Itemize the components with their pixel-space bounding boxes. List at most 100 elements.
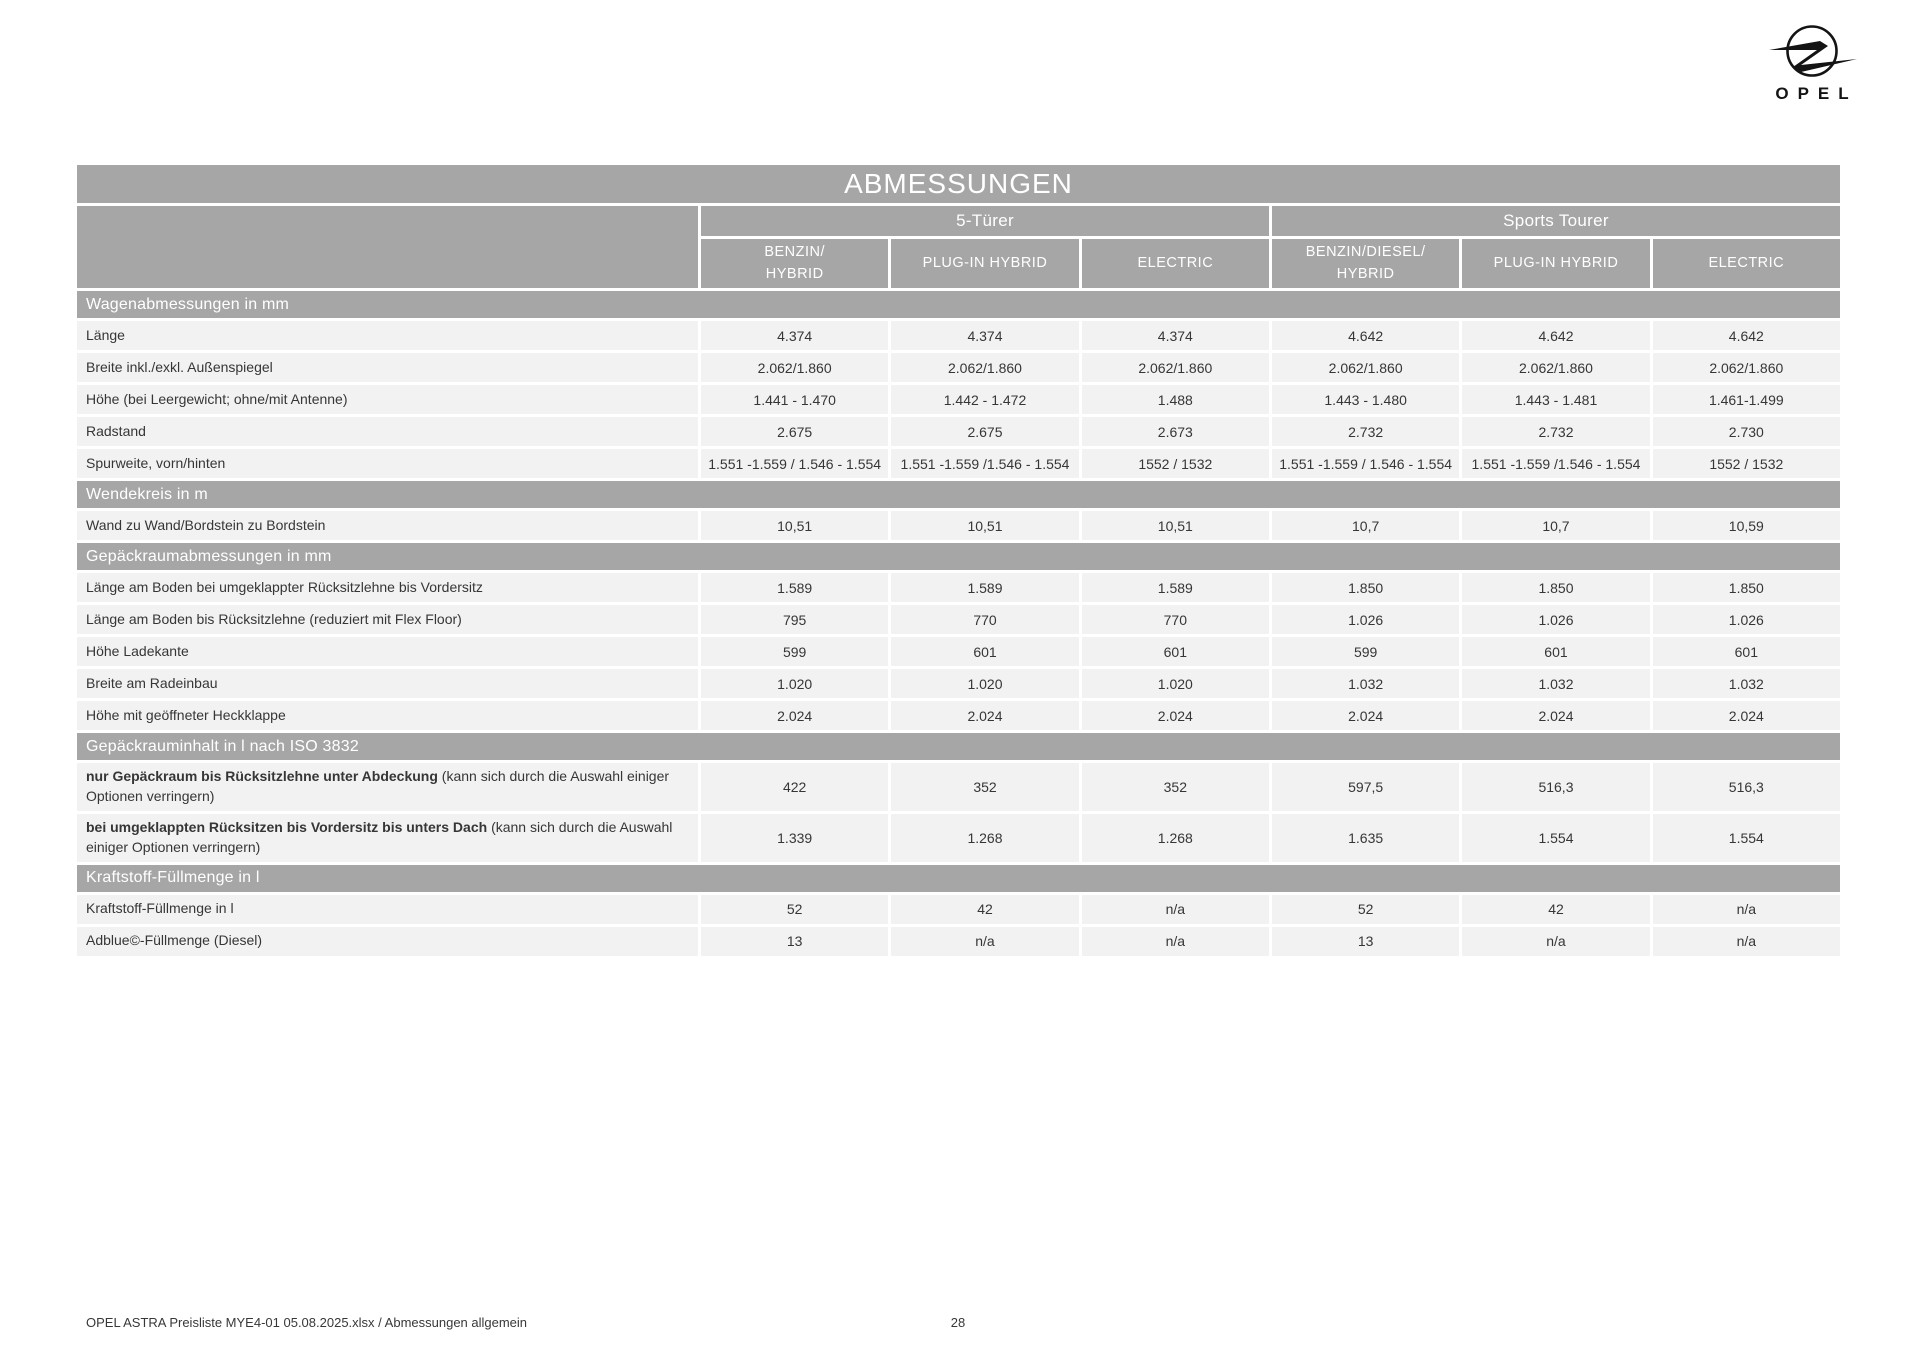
value-cell: 1.551 -1.559 /1.546 - 1.554: [1462, 449, 1650, 478]
value-cell: 2.062/1.860: [1462, 353, 1650, 382]
value-cell: 1.850: [1652, 573, 1840, 602]
row-label: Höhe (bei Leergewicht; ohne/mit Antenne): [77, 385, 698, 414]
row-label: bei umgeklappten Rücksitzen bis Vordersi…: [77, 813, 698, 862]
value-cell: 1.441 - 1.470: [701, 385, 889, 414]
value-cell: 4.374: [1081, 321, 1269, 350]
value-cell: 1.589: [701, 573, 889, 602]
value-cell: 1.443 - 1.480: [1271, 385, 1460, 414]
value-cell: n/a: [1652, 894, 1840, 924]
value-cell: 10,59: [1652, 511, 1840, 540]
value-cell: 42: [891, 894, 1079, 924]
value-cell: 2.062/1.860: [1081, 353, 1269, 382]
value-cell: 4.642: [1271, 321, 1460, 350]
value-cell: 2.024: [701, 701, 889, 730]
row-label-text: Spurweite, vorn/hinten: [86, 454, 226, 471]
section-header: Wendekreis in m: [77, 481, 1840, 508]
opel-logo: OPEL: [1762, 20, 1862, 104]
row-label: Höhe mit geöffneter Heckklappe: [77, 701, 698, 730]
value-cell: 4.374: [701, 321, 889, 350]
value-cell: 1.339: [701, 813, 889, 862]
group-header-sports-tourer: Sports Tourer: [1272, 206, 1840, 236]
table-row: Radstand 2.675 2.675 2.673 2.732 2.732 2.730: [77, 417, 1840, 446]
footer-document-name: OPEL ASTRA Preisliste MYE4-01 05.08.2025…: [86, 1315, 528, 1330]
value-cell: 4.642: [1652, 321, 1840, 350]
value-cell: 2.673: [1081, 417, 1269, 446]
value-cell: 2.062/1.860: [1271, 353, 1460, 382]
row-label-text: Höhe mit geöffneter Heckklappe: [86, 706, 286, 723]
row-label-text: Länge am Boden bei umgeklappter Rücksitz…: [86, 578, 483, 595]
table-row: Höhe (bei Leergewicht; ohne/mit Antenne)…: [77, 385, 1840, 414]
row-label-text: Radstand: [86, 422, 146, 439]
value-cell: 13: [1271, 926, 1460, 956]
table-row: Kraftstoff-Füllmenge in l 52 42 n/a 52 42 n/a: [77, 894, 1840, 924]
value-cell: 1.268: [1081, 813, 1269, 862]
value-cell: 4.374: [891, 321, 1079, 350]
value-cell: 1.551 -1.559 / 1.546 - 1.554: [701, 449, 889, 478]
row-label: Adblue©-Füllmenge (Diesel): [77, 926, 698, 956]
footer-page-number: 28: [950, 1315, 966, 1330]
value-cell: 601: [891, 637, 1079, 666]
value-cell: 1.443 - 1.481: [1462, 385, 1650, 414]
table-row: Länge am Boden bis Rücksitzlehne (reduzi…: [77, 605, 1840, 634]
body-style-group-row: 5-Türer Sports Tourer: [701, 206, 1840, 236]
row-label: Länge am Boden bei umgeklappter Rücksitz…: [77, 573, 698, 602]
value-cell: 1.020: [701, 669, 889, 698]
value-cell: 10,51: [891, 511, 1079, 540]
row-label-text: Höhe (bei Leergewicht; ohne/mit Antenne): [86, 390, 348, 407]
row-label: Länge: [77, 321, 698, 350]
value-cell: 2.024: [1271, 701, 1460, 730]
value-cell: n/a: [1081, 926, 1269, 956]
row-label-text: Länge: [86, 326, 125, 343]
value-cell: 1.554: [1652, 813, 1840, 862]
value-cell: 770: [891, 605, 1079, 634]
value-cell: 42: [1462, 894, 1650, 924]
value-cell: 1.026: [1271, 605, 1460, 634]
value-cell: 2.062/1.860: [701, 353, 889, 382]
row-label-text: Breite inkl./exkl. Außenspiegel: [86, 358, 273, 375]
table-row: Länge am Boden bei umgeklappter Rücksitz…: [77, 573, 1840, 602]
value-cell: 1.488: [1081, 385, 1269, 414]
value-cell: 1.026: [1462, 605, 1650, 634]
section-header: Gepäckrauminhalt in l nach ISO 3832: [77, 733, 1840, 760]
row-label-text: Wand zu Wand/Bordstein zu Bordstein: [86, 516, 326, 533]
value-cell: 1.032: [1652, 669, 1840, 698]
value-cell: 2.732: [1462, 417, 1650, 446]
section-header: Gepäckraumabmessungen in mm: [77, 543, 1840, 570]
value-cell: n/a: [1081, 894, 1269, 924]
value-cell: 2.024: [1462, 701, 1650, 730]
section-header: Kraftstoff-Füllmenge in l: [77, 864, 1840, 892]
row-label-text: Höhe Ladekante: [86, 642, 189, 659]
value-cell: 1.032: [1271, 669, 1460, 698]
value-cell: 795: [701, 605, 889, 634]
table-row: nur Gepäckraum bis Rücksitzlehne unter A…: [77, 763, 1840, 811]
header-main: 5-Türer Sports Tourer BENZIN/ HYBRID PLU…: [701, 206, 1840, 288]
table-row: Wand zu Wand/Bordstein zu Bordstein 10,51…: [77, 511, 1840, 540]
value-cell: n/a: [891, 926, 1079, 956]
value-cell: 2.024: [891, 701, 1079, 730]
table-row: Länge 4.374 4.374 4.374 4.642 4.642 4.642: [77, 321, 1840, 350]
row-label-note: (kann sich durch die Auswahl einiger Opt…: [86, 818, 673, 855]
value-cell: 1.026: [1652, 605, 1840, 634]
column-header-plugin-hybrid: PLUG-IN HYBRID: [891, 239, 1079, 288]
value-cell: 1.554: [1462, 813, 1650, 862]
value-cell: 2.675: [891, 417, 1079, 446]
value-cell: 601: [1081, 637, 1269, 666]
value-cell: 597,5: [1271, 763, 1460, 811]
table-header: 5-Türer Sports Tourer BENZIN/ HYBRID PLU…: [77, 206, 1840, 288]
powertrain-header-row: BENZIN/ HYBRID PLUG-IN HYBRID ELECTRIC B…: [701, 239, 1840, 288]
value-cell: 1552 / 1532: [1081, 449, 1269, 478]
value-cell: 10,51: [701, 511, 889, 540]
value-cell: 2.062/1.860: [891, 353, 1079, 382]
row-label: Länge am Boden bis Rücksitzlehne (reduzi…: [77, 605, 698, 634]
value-cell: 13: [701, 926, 889, 956]
value-cell: 1.020: [1081, 669, 1269, 698]
value-cell: 2.062/1.860: [1652, 353, 1840, 382]
value-cell: 2.024: [1652, 701, 1840, 730]
value-cell: 1.020: [891, 669, 1079, 698]
value-cell: 1.461-1.499: [1652, 385, 1840, 414]
table-title: ABMESSUNGEN: [77, 165, 1840, 203]
value-cell: n/a: [1462, 926, 1650, 956]
value-cell: 2.024: [1081, 701, 1269, 730]
row-label: Kraftstoff-Füllmenge in l: [77, 894, 698, 924]
